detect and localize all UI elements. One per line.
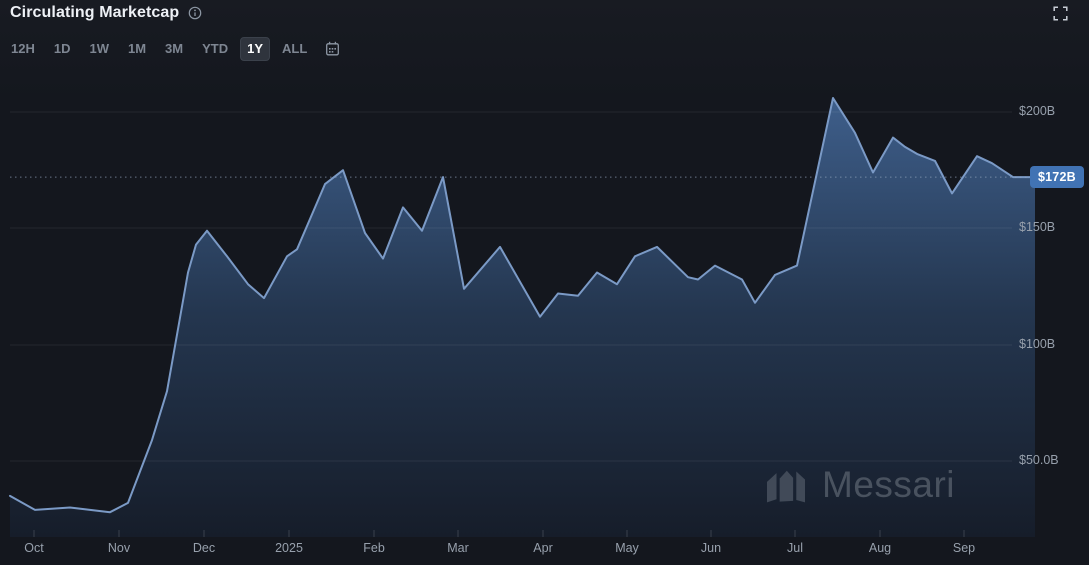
range-button-ytd[interactable]: YTD	[195, 37, 235, 61]
y-axis-label: $100B	[1019, 337, 1056, 351]
fullscreen-icon	[1053, 6, 1068, 21]
page-title: Circulating Marketcap	[10, 4, 180, 21]
x-axis-label: Mar	[447, 541, 469, 555]
x-axis-label: Jul	[787, 541, 803, 555]
calendar-icon	[326, 41, 340, 56]
header: Circulating Marketcap	[10, 4, 202, 22]
range-button-1d[interactable]: 1D	[47, 37, 78, 61]
x-axis-label: May	[615, 541, 639, 555]
x-axis-label: Oct	[24, 541, 44, 555]
range-button-12h[interactable]: 12H	[4, 37, 42, 61]
range-button-all[interactable]: ALL	[275, 37, 314, 61]
calendar-button[interactable]	[325, 41, 340, 57]
y-axis-label: $50.0B	[1019, 453, 1059, 467]
x-axis-label: Apr	[533, 541, 553, 555]
y-axis-label: $150B	[1019, 220, 1056, 234]
range-button-1m[interactable]: 1M	[121, 37, 153, 61]
y-axis-label: $200B	[1019, 104, 1056, 118]
time-range-toolbar: 12H 1D 1W 1M 3M YTD 1Y ALL	[4, 37, 340, 61]
info-icon	[188, 6, 202, 20]
fullscreen-button[interactable]	[1053, 6, 1068, 21]
range-button-3m[interactable]: 3M	[158, 37, 190, 61]
x-axis-label: Feb	[363, 541, 385, 555]
x-axis-label: Sep	[952, 541, 976, 555]
range-button-1w[interactable]: 1W	[82, 37, 116, 61]
x-axis-label: 2025	[275, 541, 303, 555]
info-button[interactable]	[188, 6, 202, 20]
x-axis-label: Jun	[700, 541, 722, 555]
range-button-1y[interactable]: 1Y	[240, 37, 271, 61]
x-axis-label: Aug	[868, 541, 892, 555]
current-value-badge: $172B	[1030, 166, 1084, 189]
x-axis-label: Nov	[107, 541, 131, 555]
x-axis-label: Dec	[192, 541, 216, 555]
